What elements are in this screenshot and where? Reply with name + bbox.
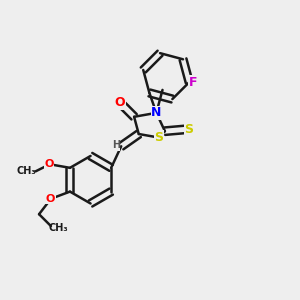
Text: N: N — [151, 106, 161, 119]
Text: F: F — [188, 76, 197, 89]
Text: O: O — [115, 96, 125, 109]
Text: S: S — [154, 131, 163, 144]
Text: H: H — [112, 140, 120, 150]
Text: CH₃: CH₃ — [49, 224, 68, 233]
Text: O: O — [46, 194, 55, 204]
Text: S: S — [184, 123, 194, 136]
Text: O: O — [44, 159, 54, 169]
Text: CH₃: CH₃ — [17, 167, 36, 176]
